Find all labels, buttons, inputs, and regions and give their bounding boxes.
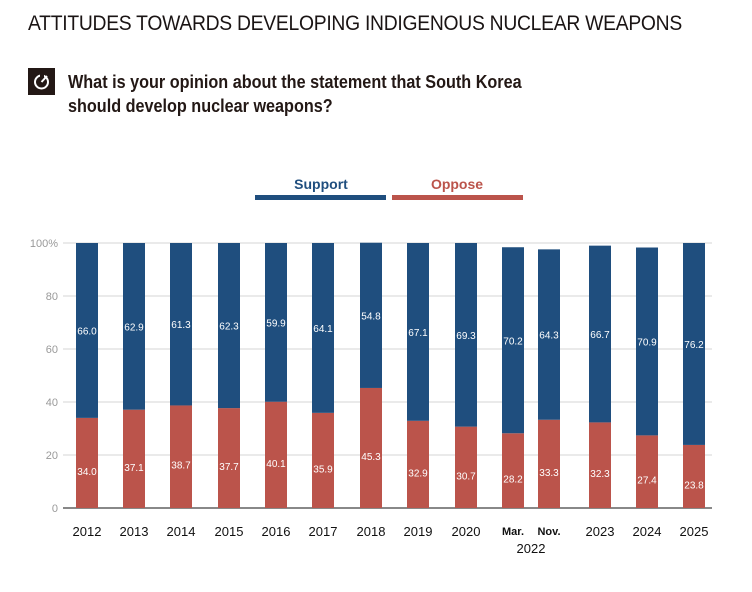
data-label-support: 64.1 bbox=[313, 324, 333, 335]
bar-oppose bbox=[407, 420, 429, 508]
y-tick-label: 60 bbox=[46, 344, 58, 356]
x-tick-label: 2019 bbox=[404, 524, 433, 539]
data-label-oppose: 32.9 bbox=[408, 468, 428, 479]
data-label-oppose: 37.1 bbox=[124, 463, 144, 474]
x-tick-label: 2025 bbox=[680, 524, 709, 539]
x-tick-label: 2017 bbox=[309, 524, 338, 539]
data-label-support: 64.3 bbox=[539, 331, 559, 342]
legend-oppose-label: Oppose bbox=[431, 176, 483, 192]
x-tick-label: 2015 bbox=[215, 524, 244, 539]
data-label-support: 66.7 bbox=[590, 330, 610, 341]
legend-support-label: Support bbox=[294, 176, 348, 192]
bar-oppose bbox=[218, 408, 240, 508]
bar-support bbox=[218, 243, 240, 409]
x-tick-label: 2014 bbox=[167, 524, 196, 539]
bar-oppose bbox=[502, 433, 524, 508]
bar-oppose bbox=[170, 405, 192, 508]
refresh-icon bbox=[28, 68, 55, 95]
legend-support-swatch bbox=[255, 195, 386, 200]
bar-support bbox=[360, 242, 382, 388]
data-label-support: 59.9 bbox=[266, 318, 286, 329]
data-label-oppose: 45.3 bbox=[361, 452, 381, 463]
bar-support bbox=[170, 243, 192, 406]
x-tick-label: Mar. bbox=[502, 526, 524, 538]
data-label-support: 67.1 bbox=[408, 328, 428, 339]
bar-support bbox=[589, 245, 611, 423]
data-label-oppose: 30.7 bbox=[456, 471, 476, 482]
data-label-oppose: 33.3 bbox=[539, 468, 559, 479]
x-tick-label: 2016 bbox=[262, 524, 291, 539]
page-title: ATTITUDES TOWARDS DEVELOPING INDIGENOUS … bbox=[28, 12, 682, 35]
bar-oppose bbox=[76, 417, 98, 508]
legend-oppose-swatch bbox=[392, 195, 523, 200]
data-label-support: 62.9 bbox=[124, 322, 144, 333]
data-label-oppose: 40.1 bbox=[266, 459, 286, 470]
y-tick-label: 100% bbox=[30, 238, 58, 250]
bar-oppose bbox=[636, 435, 658, 508]
bar-oppose bbox=[589, 422, 611, 508]
x-tick-label: 2024 bbox=[633, 524, 662, 539]
question-text: What is your opinion about the statement… bbox=[68, 72, 522, 116]
bar-support bbox=[312, 243, 334, 413]
bar-support bbox=[683, 243, 705, 445]
data-label-oppose: 38.7 bbox=[171, 461, 191, 472]
data-label-oppose: 34.0 bbox=[77, 467, 97, 478]
bar-oppose bbox=[312, 412, 334, 508]
data-label-oppose: 28.2 bbox=[503, 475, 523, 486]
x-tick-label: 2018 bbox=[357, 524, 386, 539]
data-label-support: 70.9 bbox=[637, 337, 657, 348]
bar-support bbox=[123, 243, 145, 410]
data-label-support: 61.3 bbox=[171, 320, 191, 331]
x-tick-label: 2012 bbox=[73, 524, 102, 539]
bar-support bbox=[265, 243, 287, 402]
bar-support bbox=[502, 247, 524, 434]
data-label-support: 62.3 bbox=[219, 322, 239, 333]
bar-oppose bbox=[683, 444, 705, 508]
data-label-oppose: 27.4 bbox=[637, 476, 657, 487]
bar-support bbox=[538, 249, 560, 420]
data-label-support: 54.8 bbox=[361, 311, 381, 322]
y-tick-label: 80 bbox=[46, 291, 58, 303]
data-label-support: 76.2 bbox=[684, 340, 704, 351]
bar-support bbox=[407, 243, 429, 421]
data-label-oppose: 35.9 bbox=[313, 464, 333, 475]
data-label-oppose: 37.7 bbox=[219, 462, 239, 473]
y-tick-label: 20 bbox=[46, 450, 58, 462]
x-tick-label: 2013 bbox=[120, 524, 149, 539]
bar-support bbox=[76, 243, 98, 418]
bar-oppose bbox=[538, 419, 560, 508]
x-group-label: 2022 bbox=[517, 541, 546, 556]
bar-oppose bbox=[455, 426, 477, 508]
bar-support bbox=[455, 243, 477, 427]
y-tick-label: 0 bbox=[52, 503, 58, 515]
bar-oppose bbox=[360, 387, 382, 508]
bar-oppose bbox=[265, 401, 287, 508]
bar-support bbox=[636, 247, 658, 436]
y-tick-label: 40 bbox=[46, 397, 58, 409]
data-label-support: 70.2 bbox=[503, 336, 523, 347]
x-tick-label: 2023 bbox=[586, 524, 615, 539]
x-tick-label: 2020 bbox=[452, 524, 481, 539]
data-label-oppose: 23.8 bbox=[684, 480, 704, 491]
data-label-support: 69.3 bbox=[456, 331, 476, 342]
x-tick-label: Nov. bbox=[537, 526, 560, 538]
bar-oppose bbox=[123, 409, 145, 508]
data-label-support: 66.0 bbox=[77, 326, 97, 337]
data-label-oppose: 32.3 bbox=[590, 469, 610, 480]
